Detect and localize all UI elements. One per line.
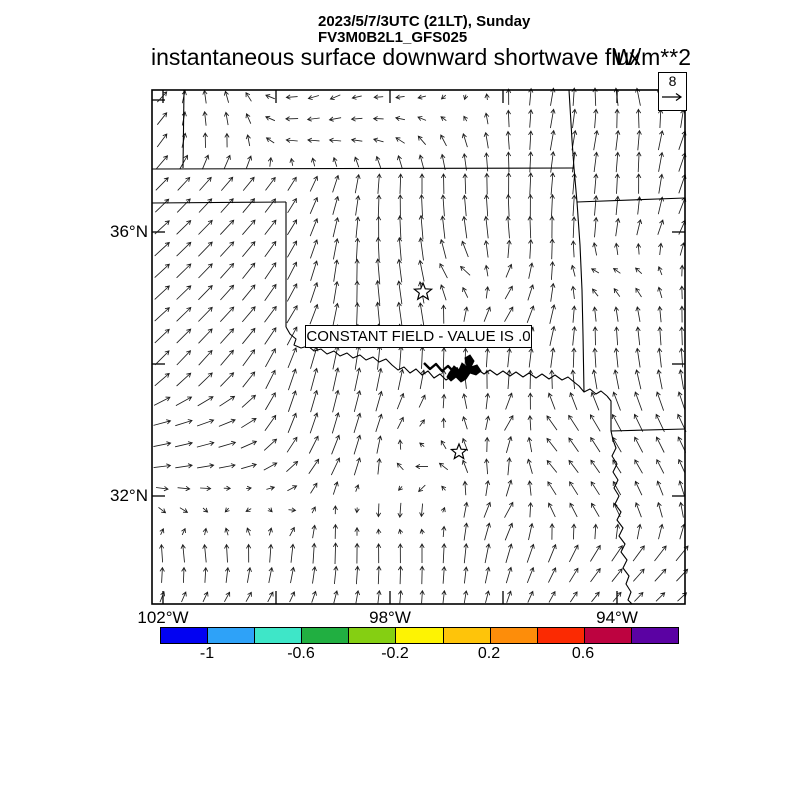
model-run-heading: FV3M0B2L1_GFS025 <box>318 29 468 46</box>
colorbar-tick-label: -0.2 <box>381 645 409 662</box>
map-frame <box>151 89 686 605</box>
border-kansas-missouri-oklahoma-arkansas <box>568 89 585 393</box>
lon-tick-label-98w: 98°W <box>369 608 411 627</box>
border-kansas-oklahoma-37N <box>151 167 575 170</box>
colorbar-tick-label: 0.6 <box>571 645 595 662</box>
border-texas-arkansas-corner <box>606 395 612 431</box>
colorbar-tick-label: 0.2 <box>477 645 501 662</box>
colorbar-segment <box>348 628 396 643</box>
lat-tick-label-32n: 32°N <box>110 486 148 505</box>
plot-title: instantaneous surface downward shortwave… <box>151 44 641 70</box>
border-texas-panhandle-north <box>151 201 287 204</box>
colorbar-segment <box>207 628 255 643</box>
colorbar-segment <box>583 628 631 643</box>
lat-tick-label-36n: 36°N <box>110 222 148 241</box>
units-label: W/m**2 <box>613 44 691 70</box>
colorbar-segment <box>254 628 302 643</box>
datetime-heading: 2023/5/7/3UTC (21LT), Sunday <box>318 13 531 30</box>
lon-tick-label-102w: 102°W <box>137 608 189 627</box>
colorbar-tick-label: -1 <box>199 645 215 662</box>
colorbar-tick-label: -0.6 <box>287 645 315 662</box>
colorbar <box>160 627 679 644</box>
colorbar-segment <box>301 628 349 643</box>
colorbar-segment <box>489 628 537 643</box>
border-kansas-colorado <box>182 89 185 169</box>
lon-tick-label-94w: 94°W <box>596 608 638 627</box>
border-texas-louisiana-sabine <box>610 430 633 605</box>
reference-vector-box: 8 <box>658 72 687 111</box>
lake-shape <box>446 354 482 383</box>
colorbar-segment <box>442 628 490 643</box>
colorbar-segment <box>536 628 584 643</box>
colorbar-segment <box>161 628 208 643</box>
star-marker <box>412 281 434 301</box>
reference-vector-value: 8 <box>668 73 677 89</box>
star-markers-layer <box>412 281 469 460</box>
colorbar-segment <box>395 628 443 643</box>
border-arkansas-louisiana-33N <box>610 428 686 432</box>
constant-field-annotation: CONSTANT FIELD - VALUE IS .0 <box>305 325 532 348</box>
reference-arrow-icon <box>662 93 683 101</box>
border-missouri-arkansas-36p5N <box>576 197 686 203</box>
state-borders-layer <box>151 89 686 605</box>
wind-vectors-layer <box>153 87 689 604</box>
star-marker <box>449 442 469 460</box>
colorbar-segment <box>630 628 679 643</box>
border-red-river <box>285 326 608 397</box>
